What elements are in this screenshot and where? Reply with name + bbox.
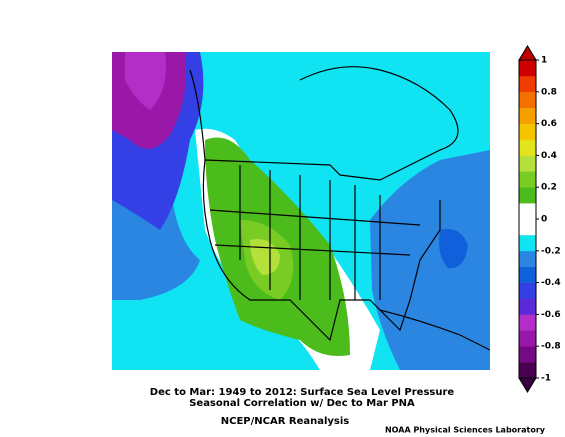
- credit: NOAA Physical Sciences Laboratory: [385, 426, 546, 435]
- colorbar-segment: [519, 362, 536, 379]
- colorbar-segment: [519, 346, 536, 363]
- border: [202, 159, 441, 342]
- colorbar-segment: [519, 219, 536, 236]
- colorbar-segment: [519, 266, 536, 283]
- colorbar-segment: [519, 91, 536, 108]
- colorbar-low-end: [518, 377, 537, 393]
- map: [112, 52, 490, 370]
- colorbar-segment: [519, 314, 536, 331]
- border: [209, 165, 421, 300]
- colorbar-tick-label: 0.8: [541, 87, 557, 97]
- colorbar: 1 0.8 0.6 0.4 0.2 0 -0.2 -0.4 -0.6 -0.8 -1: [518, 45, 561, 393]
- coastline: [379, 309, 490, 351]
- title-line: Seasonal Correlation w/ Dec to Mar PNA: [189, 398, 415, 409]
- colorbar-tick-label: -0.4: [541, 278, 561, 288]
- colorbar-tick-label: -0.8: [541, 342, 561, 352]
- colorbar-segment: [519, 123, 536, 140]
- coastline: [189, 66, 459, 161]
- colorbar-tick-label: 0.2: [541, 183, 557, 193]
- title-line: Dec to Mar: 1949 to 2012: Surface Sea Le…: [150, 387, 455, 398]
- colorbar-tick-label: 0: [541, 215, 547, 225]
- colorbar-tick-label: 0.6: [541, 119, 557, 129]
- colorbar-high-end: [518, 45, 537, 61]
- colorbar-tick-label: 1: [541, 56, 547, 66]
- colorbar-segment: [519, 139, 536, 156]
- colorbar-tick-label: 0.4: [541, 151, 557, 161]
- colorbar-segment: [519, 298, 536, 315]
- colorbar-tick-label: -1: [541, 374, 551, 384]
- colorbar-segment: [519, 187, 536, 204]
- colorbar-segment: [519, 155, 536, 172]
- colorbar-segment: [519, 250, 536, 267]
- colorbar-segment: [519, 282, 536, 299]
- colorbar-segment: [519, 330, 536, 347]
- colorbar-segment: [519, 107, 536, 124]
- colorbar-tick-label: -0.2: [541, 246, 561, 256]
- colorbar-segment: [519, 203, 536, 220]
- colorbar-segment: [519, 171, 536, 188]
- colorbar-tick-label: -0.6: [541, 310, 561, 320]
- border: [204, 149, 441, 181]
- colorbar-segment: [519, 60, 536, 77]
- colorbar-segment: [519, 234, 536, 252]
- region: [125, 52, 166, 110]
- region: [439, 229, 468, 269]
- colorbar-segment: [519, 75, 536, 93]
- subtitle: NCEP/NCAR Reanalysis: [221, 416, 350, 427]
